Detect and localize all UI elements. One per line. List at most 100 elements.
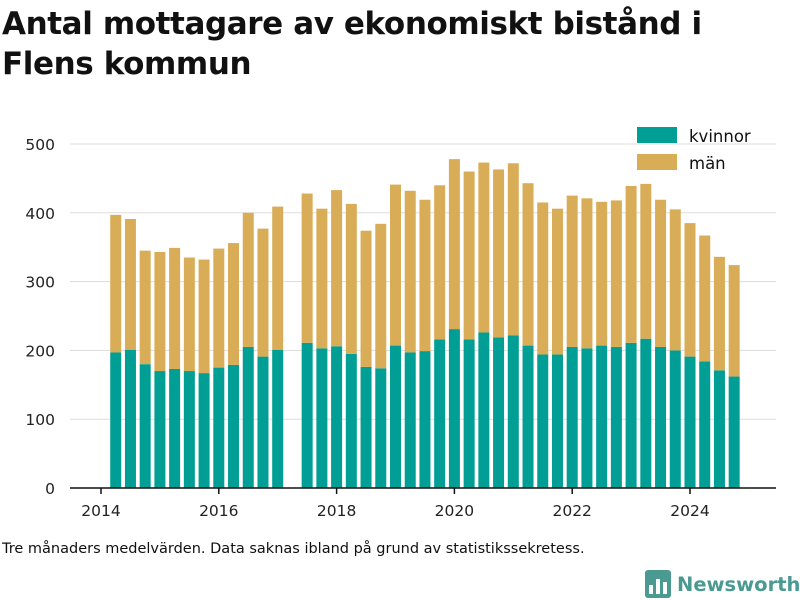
bar-man: [419, 199, 431, 352]
bar-kvinnor: [124, 349, 136, 488]
bar-kvinnor: [684, 356, 696, 488]
bar-man: [493, 169, 505, 338]
bar-kvinnor: [345, 353, 357, 488]
bar-man: [390, 184, 401, 346]
bar-kvinnor: [257, 356, 269, 488]
x-tick-label: 2024: [670, 502, 709, 520]
bar-man: [301, 193, 313, 343]
bar-kvinnor: [522, 345, 534, 488]
bar-kvinnor: [625, 342, 637, 488]
bar-kvinnor: [228, 364, 240, 488]
bar-kvinnor: [242, 346, 254, 488]
x-tick-label: 2022: [552, 502, 591, 520]
bar-kvinnor: [169, 368, 181, 488]
bar-kvinnor: [139, 364, 151, 488]
bar-man: [360, 230, 372, 367]
bar-man: [640, 183, 652, 339]
bar-man: [713, 256, 725, 371]
bar-kvinnor: [640, 338, 652, 488]
x-tick-label: 2020: [435, 502, 474, 520]
x-axis: 2014 2016 2018 2020 2022 2024: [70, 487, 776, 520]
y-axis: 0 100 200 300 400 500: [25, 136, 55, 498]
bar-man: [213, 248, 225, 368]
bar-kvinnor: [655, 346, 667, 488]
x-tick-label: 2014: [81, 502, 120, 520]
bar-man: [478, 162, 490, 333]
bar-man: [257, 228, 269, 357]
bar-kvinnor: [213, 367, 225, 488]
bar-kvinnor: [434, 339, 446, 488]
bar-man: [655, 199, 667, 347]
bar-man: [139, 250, 151, 365]
bar-kvinnor: [360, 366, 372, 488]
legend-label-man: män: [689, 154, 726, 173]
bar-man: [507, 163, 519, 336]
bar-man: [448, 159, 460, 330]
bar-man: [331, 190, 343, 347]
y-tick-label: 100: [25, 411, 55, 429]
bar-man: [124, 218, 136, 350]
bar-kvinnor: [301, 342, 313, 488]
bar-kvinnor: [610, 346, 622, 488]
bar-man: [551, 208, 563, 355]
bar-man: [316, 208, 328, 349]
bar-kvinnor: [699, 361, 711, 488]
y-tick-label: 200: [25, 342, 55, 360]
bar-kvinnor: [183, 371, 195, 488]
legend: kvinnor män: [637, 127, 751, 173]
bar-man: [522, 183, 534, 346]
bar-kvinnor: [448, 329, 460, 488]
bar-kvinnor: [728, 376, 740, 488]
y-tick-label: 0: [45, 480, 55, 498]
bar-man: [272, 206, 284, 350]
bar-man: [728, 265, 740, 377]
bar-kvinnor: [331, 346, 343, 488]
bar-chart-logo-icon: [645, 570, 671, 598]
bar-man: [669, 209, 681, 351]
legend-swatch-kvinnor: [637, 127, 677, 143]
legend-label-kvinnor: kvinnor: [689, 127, 751, 146]
bar-man: [625, 185, 637, 343]
bar-man: [183, 257, 195, 372]
bar-kvinnor: [110, 352, 122, 488]
bar-kvinnor: [316, 348, 328, 488]
y-tick-label: 300: [25, 274, 55, 292]
brand-name: Newsworthy: [677, 572, 800, 596]
y-tick-label: 400: [25, 205, 55, 223]
bar-kvinnor: [596, 345, 608, 488]
bar-man: [110, 214, 122, 353]
bar-man: [434, 185, 446, 340]
bar-kvinnor: [478, 332, 490, 488]
bar-kvinnor: [669, 350, 681, 488]
bar-man: [375, 223, 387, 369]
bar-kvinnor: [154, 371, 166, 488]
bar-man: [463, 171, 475, 340]
bar-kvinnor: [390, 345, 401, 488]
bar-man: [154, 252, 166, 372]
bar-man: [404, 190, 416, 353]
y-tick-label: 500: [25, 136, 55, 154]
bar-man: [566, 195, 578, 347]
bar-kvinnor: [537, 354, 549, 488]
bar-kvinnor: [463, 339, 475, 488]
bar-kvinnor: [713, 370, 725, 488]
x-tick-label: 2018: [317, 502, 356, 520]
x-tick-label: 2016: [199, 502, 238, 520]
bar-kvinnor: [493, 337, 505, 488]
bar-man: [699, 235, 711, 362]
bar-kvinnor: [375, 368, 387, 488]
bar-kvinnor: [272, 349, 284, 488]
caption: Tre månaders medelvärden. Data saknas ib…: [2, 541, 585, 557]
bar-man: [169, 247, 181, 369]
bar-man: [345, 203, 357, 354]
bars: [110, 159, 740, 488]
bar-man: [228, 243, 240, 365]
bar-man: [581, 198, 593, 349]
bar-kvinnor: [507, 335, 519, 488]
bar-kvinnor: [404, 352, 416, 488]
bar-kvinnor: [551, 354, 563, 488]
brand: Newsworthy: [645, 570, 800, 598]
bar-kvinnor: [566, 346, 578, 488]
bar-kvinnor: [419, 351, 431, 488]
